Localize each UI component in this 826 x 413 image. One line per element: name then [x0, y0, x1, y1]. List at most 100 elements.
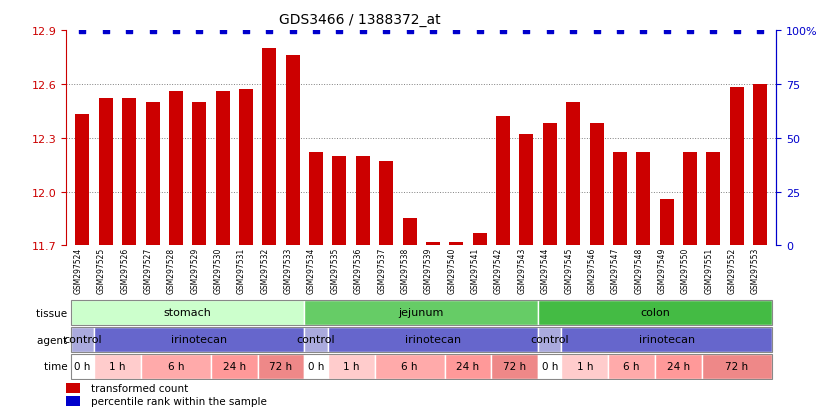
Bar [211, 354, 258, 379]
Bar [305, 354, 328, 379]
Bar [141, 354, 211, 379]
Text: 0 h: 0 h [542, 361, 558, 371]
Text: GDS3466 / 1388372_at: GDS3466 / 1388372_at [279, 13, 441, 27]
Text: transformed count: transformed count [91, 383, 188, 393]
Bar [520, 135, 534, 246]
Bar [286, 56, 300, 246]
Text: 6 h: 6 h [401, 361, 418, 371]
Bar [562, 354, 608, 379]
Bar [729, 88, 743, 246]
Bar [543, 124, 557, 246]
Text: 72 h: 72 h [269, 361, 292, 371]
Text: agent: agent [37, 335, 71, 345]
Bar [449, 242, 463, 246]
Bar [426, 242, 440, 246]
Point [240, 28, 253, 34]
Text: 24 h: 24 h [223, 361, 246, 371]
Bar [613, 153, 627, 246]
Point [216, 28, 230, 34]
Point [567, 28, 580, 34]
Point [660, 28, 673, 34]
Bar [75, 115, 89, 246]
Bar [94, 354, 141, 379]
Point [169, 28, 183, 34]
Bar [305, 328, 328, 352]
Bar [239, 90, 253, 246]
Text: 24 h: 24 h [667, 361, 690, 371]
Point [286, 28, 299, 34]
Text: 1 h: 1 h [343, 361, 359, 371]
Text: jejunum: jejunum [399, 307, 444, 317]
Bar [305, 301, 538, 325]
Text: tissue: tissue [36, 308, 71, 318]
Bar [374, 354, 444, 379]
Text: 6 h: 6 h [168, 361, 184, 371]
Point [707, 28, 720, 34]
Text: time: time [44, 361, 71, 372]
Bar [655, 354, 701, 379]
Bar [71, 354, 94, 379]
Bar [562, 328, 771, 352]
Text: irinotecan: irinotecan [405, 334, 461, 344]
Bar [309, 153, 323, 246]
Text: control: control [530, 334, 569, 344]
Bar [706, 153, 720, 246]
Bar [145, 102, 159, 246]
Text: 0 h: 0 h [308, 361, 325, 371]
Point [613, 28, 626, 34]
Bar [356, 156, 370, 246]
Bar [66, 396, 80, 406]
Text: stomach: stomach [164, 307, 211, 317]
Text: irinotecan: irinotecan [638, 334, 695, 344]
Bar [566, 102, 580, 246]
Point [380, 28, 393, 34]
Text: colon: colon [640, 307, 670, 317]
Bar [444, 354, 491, 379]
Bar [216, 92, 230, 246]
Bar [491, 354, 538, 379]
Bar [701, 354, 771, 379]
Point [637, 28, 650, 34]
Bar [328, 328, 538, 352]
Bar [538, 328, 562, 352]
Text: irinotecan: irinotecan [171, 334, 227, 344]
Bar [71, 301, 305, 325]
Bar [258, 354, 305, 379]
Bar [590, 124, 604, 246]
Point [683, 28, 696, 34]
Text: control: control [297, 334, 335, 344]
Point [520, 28, 533, 34]
Point [496, 28, 510, 34]
Point [263, 28, 276, 34]
Bar [538, 301, 771, 325]
Bar [683, 153, 697, 246]
Bar [753, 85, 767, 246]
Text: percentile rank within the sample: percentile rank within the sample [91, 396, 267, 406]
Point [473, 28, 487, 34]
Bar [94, 328, 305, 352]
Point [753, 28, 767, 34]
Bar [496, 117, 510, 246]
Point [192, 28, 206, 34]
Point [146, 28, 159, 34]
Point [333, 28, 346, 34]
Point [449, 28, 463, 34]
Point [122, 28, 135, 34]
Point [310, 28, 323, 34]
Text: control: control [63, 334, 102, 344]
Bar [660, 199, 674, 246]
Bar [99, 99, 113, 246]
Bar [538, 354, 562, 379]
Text: 72 h: 72 h [725, 361, 748, 371]
Bar [122, 99, 136, 246]
Text: 0 h: 0 h [74, 361, 91, 371]
Text: 1 h: 1 h [577, 361, 593, 371]
Bar [379, 161, 393, 246]
Text: 24 h: 24 h [457, 361, 480, 371]
Bar [636, 153, 650, 246]
Text: 6 h: 6 h [624, 361, 640, 371]
Bar [328, 354, 374, 379]
Point [356, 28, 369, 34]
Bar [402, 219, 416, 246]
Point [730, 28, 743, 34]
